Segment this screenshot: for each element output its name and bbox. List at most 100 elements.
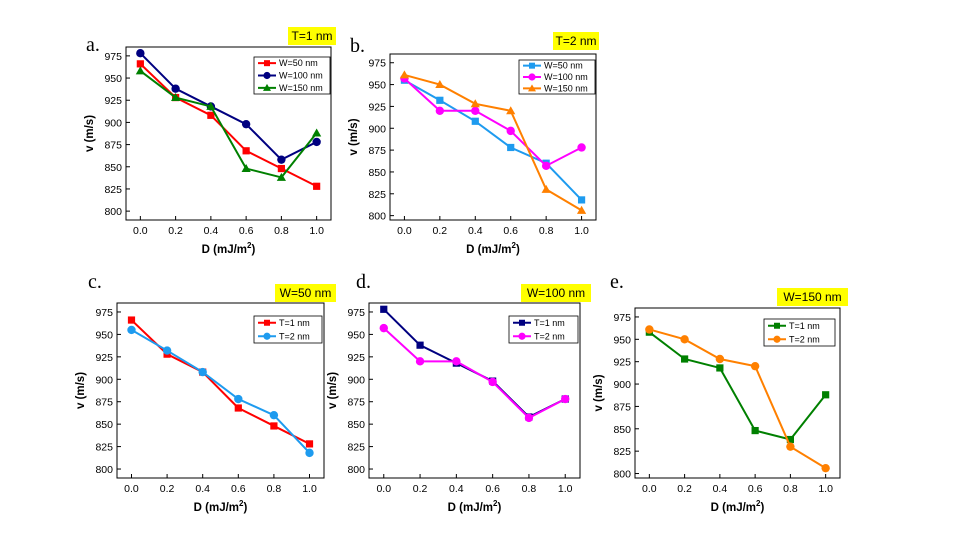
series-line-2	[649, 328, 827, 470]
series-line-3	[404, 74, 583, 212]
x-tick-label: 0.0	[376, 483, 391, 495]
y-tick-label: 900	[95, 374, 113, 386]
y-tick-label: 800	[104, 206, 122, 218]
series-line-2	[403, 77, 583, 168]
x-tick-label: 0.2	[677, 483, 692, 495]
x-tick-label: 0.6	[485, 483, 500, 495]
plot-frame	[116, 302, 325, 479]
x-tick-label: 0.0	[397, 225, 412, 237]
chart-panel-3: c. W=50 nm 0.0 0.2 0.4 0.6 0.8 1.0 800 825 850 875 9…	[75, 271, 336, 514]
legend-label: W=150 nm	[544, 83, 588, 93]
legend-swatch-marker	[529, 62, 535, 69]
panel-letter: e.	[610, 271, 624, 293]
panel-tag-label: W=100 nm	[527, 286, 585, 300]
y-tick-label: 975	[368, 58, 386, 70]
y-axis-title: v (m/s)	[348, 118, 360, 155]
panel-tag-background	[521, 284, 591, 302]
series-line-2	[130, 329, 311, 454]
legend-swatch-marker	[263, 83, 271, 91]
panel-letter: c.	[88, 271, 102, 293]
y-tick-label: 850	[347, 419, 365, 431]
legend-swatch-marker	[528, 73, 536, 81]
data-point	[452, 357, 461, 366]
y-tick-label: 900	[613, 379, 631, 391]
data-point	[269, 410, 279, 420]
x-tick-label: 0.6	[239, 225, 254, 237]
data-point	[276, 172, 286, 181]
y-tick-label: 900	[368, 123, 386, 135]
legend: W=50 nmW=100 nmW=150 nm	[518, 59, 596, 95]
data-point	[277, 155, 286, 164]
legend-label: T=2 nm	[789, 334, 820, 344]
data-point	[435, 79, 445, 89]
data-point	[506, 126, 515, 136]
y-tick-label: 875	[347, 397, 365, 409]
data-point	[471, 106, 480, 115]
data-point	[416, 341, 424, 349]
x-tick-label: 0.8	[522, 483, 537, 495]
legend-swatch-marker	[263, 71, 271, 80]
legend-label: T=1 nm	[534, 318, 565, 328]
data-point	[234, 394, 243, 404]
y-tick-label: 925	[613, 357, 631, 369]
plot-frame	[125, 46, 332, 221]
legend-swatch-marker	[263, 332, 271, 340]
data-point	[198, 367, 207, 377]
data-point	[135, 66, 145, 75]
data-point	[207, 111, 215, 119]
data-point	[242, 147, 250, 155]
y-tick-label: 825	[95, 442, 113, 454]
y-axis-title: v (m/s)	[75, 372, 87, 409]
y-tick-label: 875	[613, 401, 631, 413]
x-axis-title: D (mJ/m2)	[194, 499, 248, 514]
y-tick-label: 850	[368, 167, 386, 179]
x-tick-label: 0.4	[195, 483, 210, 495]
plot-frame	[634, 307, 841, 479]
data-point	[305, 440, 314, 448]
y-tick-label: 900	[104, 117, 122, 129]
data-point	[822, 391, 830, 399]
data-point	[576, 205, 587, 214]
y-tick-label: 950	[368, 80, 386, 92]
y-tick-label: 850	[613, 424, 631, 436]
x-axis-title: D (mJ/m2)	[466, 241, 520, 256]
y-tick-label: 800	[95, 464, 113, 476]
y-tick-label: 950	[95, 329, 113, 341]
data-point	[171, 92, 181, 102]
legend-swatch-marker	[518, 332, 526, 340]
data-point	[312, 137, 321, 147]
y-tick-label: 975	[104, 51, 122, 63]
y-tick-label: 875	[368, 145, 386, 157]
y-axis-title: v (m/s)	[84, 115, 96, 152]
series-line-1	[648, 331, 827, 441]
data-point	[751, 426, 759, 435]
x-tick-label: 0.4	[449, 483, 464, 495]
data-point	[127, 325, 136, 335]
series-line-3	[139, 70, 318, 179]
data-point	[488, 377, 497, 387]
panel-tag: T=1 nm	[288, 27, 336, 45]
data-point	[312, 128, 322, 137]
y-tick-label: 825	[347, 442, 365, 454]
plot-frame	[368, 302, 581, 479]
panel-tag: W=50 nm	[275, 284, 336, 302]
series-line-1	[130, 319, 310, 445]
panel-tag: T=2 nm	[553, 32, 599, 50]
x-axis-title: D (mJ/m2)	[202, 241, 256, 256]
data-point	[577, 143, 586, 152]
chart-panel-2: b. T=2 nm 0.0 0.2 0.4 0.6 0.8 1.0 800 825 850 875 90…	[348, 32, 599, 256]
data-point	[270, 422, 278, 430]
x-tick-label: 0.0	[133, 225, 148, 237]
data-point	[786, 435, 794, 444]
x-tick-label: 0.8	[783, 483, 798, 495]
y-tick-label: 850	[95, 419, 113, 431]
y-tick-label: 825	[613, 446, 631, 458]
x-tick-label: 0.4	[204, 225, 219, 237]
chart-panel-4: d. W=100 nm 0.0 0.2 0.4 0.6 0.8 1.0 800 825 850 875…	[327, 271, 591, 514]
legend-label: W=50 nm	[279, 58, 318, 68]
y-tick-label: 950	[104, 73, 122, 85]
panel-letter: b.	[350, 35, 365, 57]
data-point	[541, 161, 551, 171]
data-point	[681, 355, 689, 363]
